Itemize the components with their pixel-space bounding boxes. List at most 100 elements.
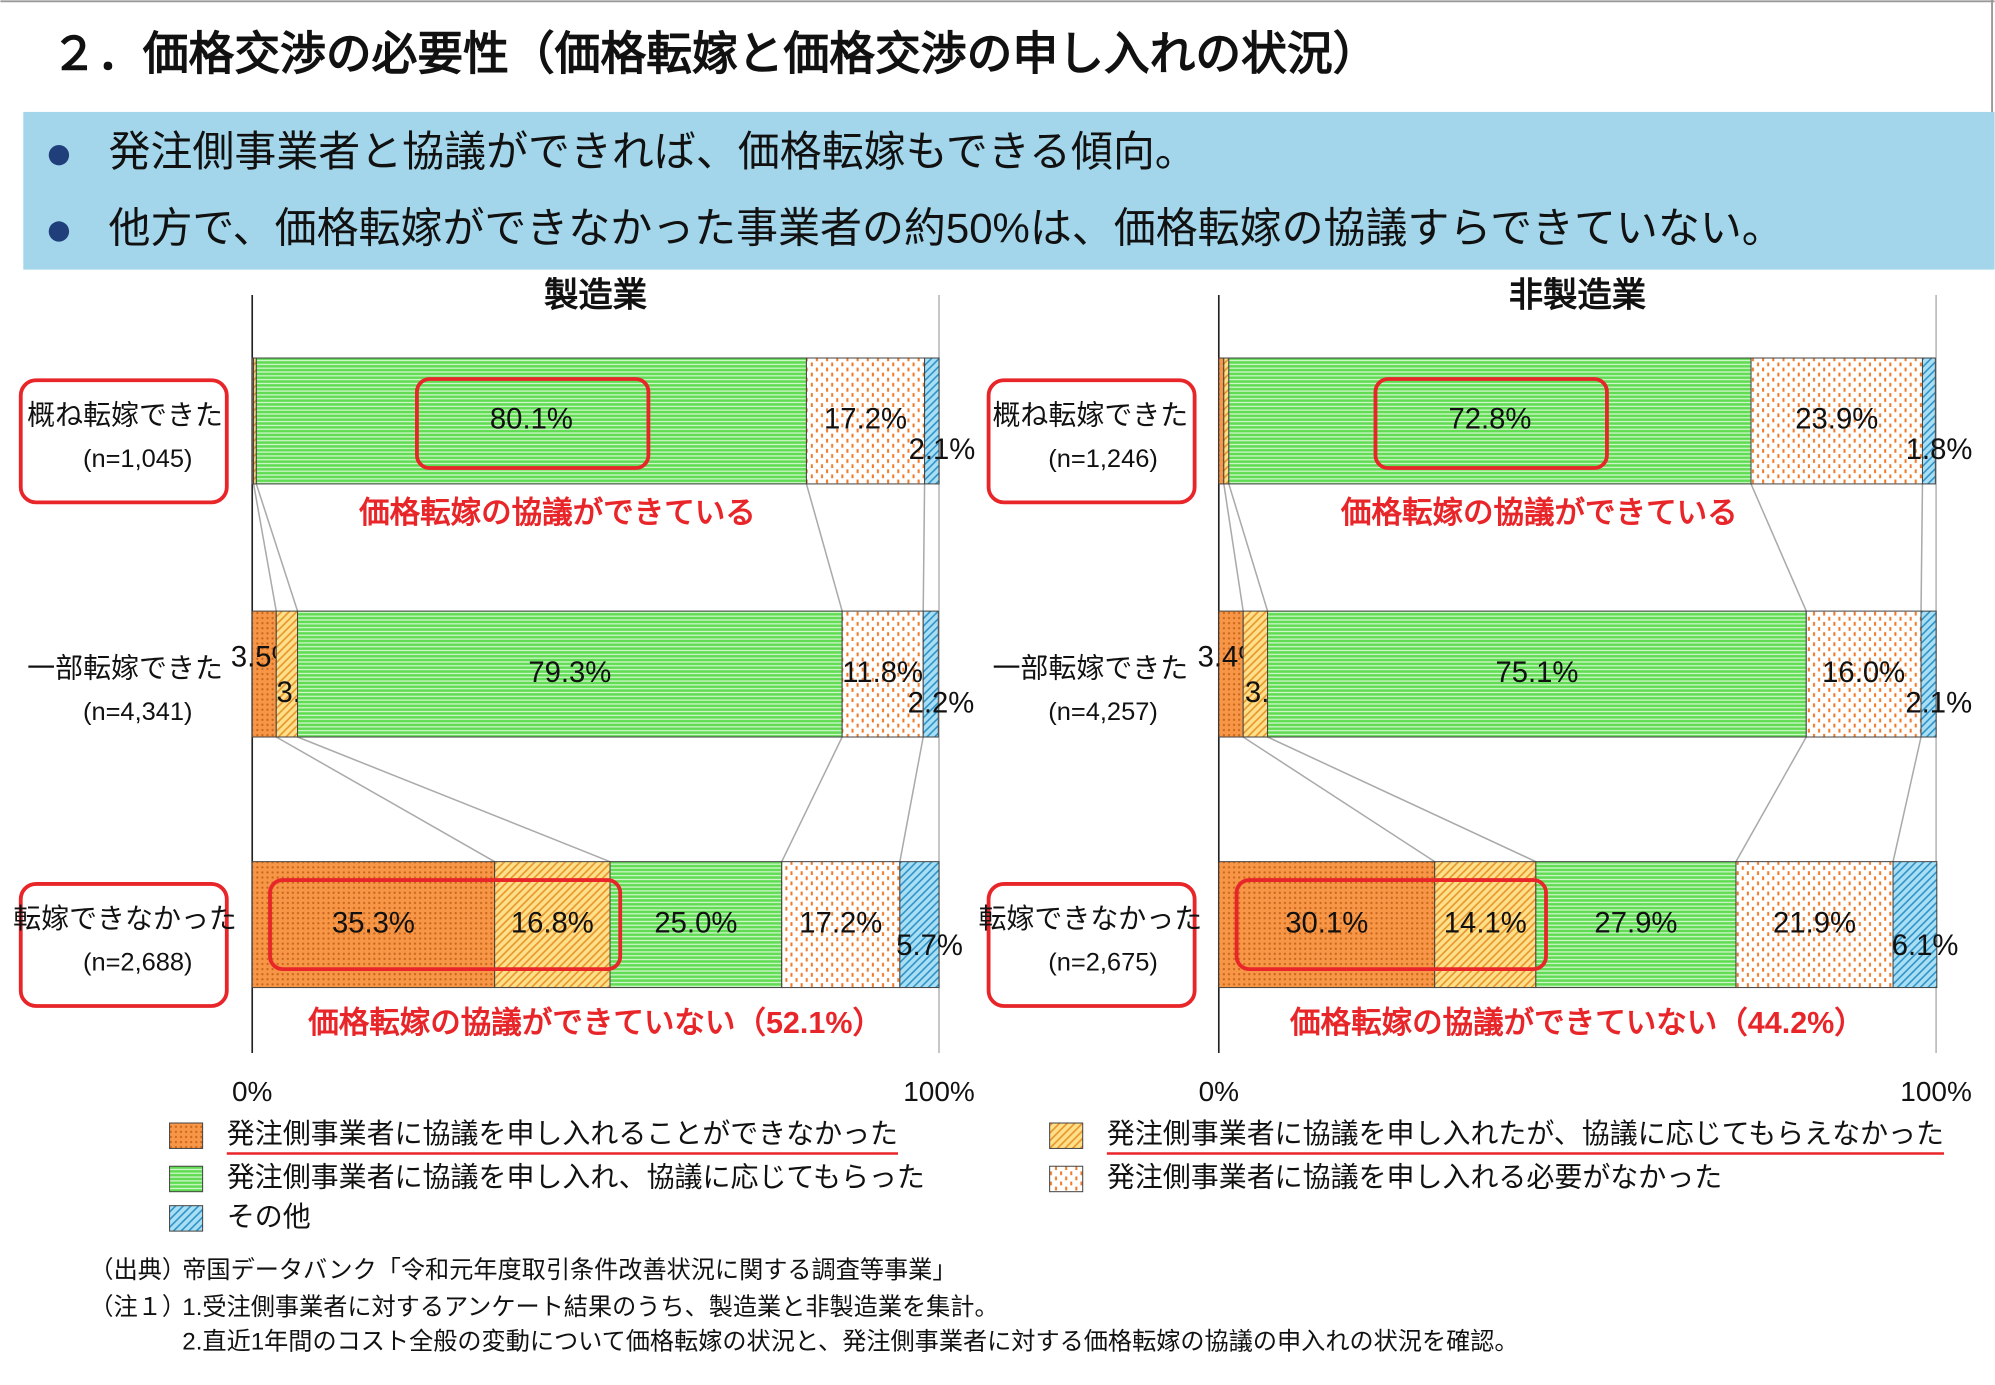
annotation: 価格転嫁の協議ができていない（52.1%） — [307, 1005, 883, 1040]
chart-title: 非製造業 — [1509, 277, 1647, 315]
source-label: （出典） — [89, 1257, 186, 1284]
bullet-dot — [48, 144, 70, 166]
summary-banner — [23, 111, 1995, 270]
legend-label: 発注側事業者に協議を申し入れ、協議に応じてもらった — [227, 1161, 925, 1192]
connector-line — [255, 483, 299, 612]
x-tick-label: 100% — [1900, 1076, 1972, 1107]
note-label: （注１） — [89, 1294, 186, 1321]
bar-segment — [1223, 357, 1230, 485]
legend-swatch — [1049, 1122, 1084, 1149]
category-label: 一部転嫁できた — [27, 653, 223, 684]
connector-line — [922, 483, 926, 612]
bar-segment — [1218, 357, 1225, 485]
connector-line — [1223, 483, 1244, 612]
connector-line — [1920, 483, 1924, 612]
connector-line — [1892, 736, 1922, 862]
connector-line — [805, 483, 843, 612]
chart-title: 製造業 — [544, 277, 648, 315]
legend-swatch — [169, 1122, 204, 1149]
value-highlight — [415, 377, 651, 470]
category-highlight — [986, 378, 1197, 505]
value-label: 25.0% — [654, 907, 737, 939]
connector-line — [1242, 736, 1436, 863]
x-tick-label: 0% — [232, 1076, 272, 1107]
value-label: 35.3% — [332, 907, 415, 939]
legend-swatch — [169, 1205, 204, 1232]
connector-line — [899, 736, 924, 862]
sample-size: (n=2,675) — [1048, 949, 1158, 977]
bar-segment — [922, 610, 939, 738]
legend-swatch — [169, 1165, 204, 1193]
bullet-dot — [48, 221, 70, 242]
value-label: 17.2% — [799, 907, 882, 939]
legend-label: その他 — [227, 1201, 311, 1232]
value-label: 75.1% — [1495, 657, 1578, 689]
category-highlight — [18, 881, 229, 1008]
value-label: 6.1% — [1892, 930, 1959, 962]
category-label: 概ね転嫁できた — [992, 400, 1188, 431]
value-label: 30.1% — [1285, 907, 1368, 939]
category-highlight — [18, 378, 229, 505]
value-label: 14.1% — [1444, 907, 1527, 939]
category-label: 一部転嫁できた — [992, 653, 1188, 684]
legend-label: 発注側事業者に協議を申し入れたが、協議に応じてもらえなかった — [1107, 1118, 1944, 1149]
connector-line — [1228, 483, 1269, 612]
value-label: 2.2% — [908, 687, 975, 719]
bar-segment — [805, 357, 926, 485]
bar-segment — [251, 861, 496, 989]
legend-label: 発注側事業者に協議を申し入れることができなかった — [227, 1118, 898, 1149]
legend-label: 発注側事業者に協議を申し入れる必要がなかった — [1107, 1161, 1722, 1192]
connector-line — [252, 483, 278, 612]
sample-size: (n=1,246) — [1048, 445, 1158, 473]
bar-segment — [1242, 610, 1269, 738]
bar-segment — [251, 610, 277, 738]
note-text: 1.受注側事業者に対するアンケート結果のうち、製造業と非製造業を集計。 — [182, 1294, 998, 1321]
x-tick-label: 100% — [903, 1076, 975, 1107]
bullet-text: 発注側事業者と協議ができれば、価格転嫁もできる傾向。 — [109, 128, 1197, 175]
bar-segment — [924, 357, 940, 485]
bar-segment — [609, 861, 783, 989]
bullet-text: 他方で、価格転嫁ができなかった事業者の約50%は、価格転嫁の協議すらできていない… — [109, 205, 1784, 252]
value-label: 27.9% — [1594, 907, 1677, 939]
bar-segment — [781, 861, 901, 989]
category-label: 転嫁できなかった — [13, 903, 237, 934]
value-label: 2.1% — [909, 434, 976, 466]
value-label: 79.3% — [528, 657, 611, 689]
value-label: 16.8% — [511, 907, 594, 939]
note-text: 2.直近1年間のコスト全般の変動について価格転嫁の状況と、発注側事業者に対する価… — [182, 1328, 1518, 1355]
bar-segment — [1750, 357, 1923, 485]
category-highlight — [986, 881, 1197, 1008]
bar-segment — [1218, 610, 1244, 738]
bar-segment — [1735, 861, 1894, 989]
connector-line — [781, 736, 843, 862]
annotation: 価格転嫁の協議ができている — [358, 495, 756, 530]
legend-swatch — [1049, 1165, 1084, 1193]
annotation: 価格転嫁の協議ができている — [1340, 495, 1738, 530]
source-text: 帝国データバンク「令和元年度取引条件改善状況に関する調査等事業」 — [182, 1257, 956, 1284]
bar-segment — [275, 610, 299, 738]
sample-size: (n=1,045) — [83, 445, 193, 473]
annotation: 価格転嫁の協議ができていない（44.2%） — [1289, 1005, 1865, 1040]
bar-segment — [1921, 357, 1936, 485]
category-label: 転嫁できなかった — [978, 903, 1202, 934]
value-label: 2.1% — [1905, 687, 1972, 719]
connector-line — [275, 736, 496, 863]
value-label: 72.8% — [1448, 404, 1531, 436]
value-label: 21.9% — [1773, 907, 1856, 939]
bar-segment — [899, 861, 940, 989]
connector-line — [1750, 483, 1807, 612]
connector-line — [1267, 736, 1537, 863]
value-label: 80.1% — [490, 404, 573, 436]
value-label: 23.9% — [1795, 404, 1878, 436]
connector-line — [1735, 736, 1807, 863]
bar-segment — [841, 610, 924, 738]
value-label: 1.8% — [1906, 434, 1973, 466]
value-label: 11.8% — [842, 657, 923, 689]
value-highlight — [1234, 878, 1548, 972]
value-highlight — [268, 878, 623, 972]
bar-segment — [1535, 861, 1737, 989]
x-tick-label: 0% — [1199, 1076, 1239, 1107]
bar-segment — [1892, 861, 1938, 989]
slide-title: ２．価格交渉の必要性（価格転嫁と価格交渉の申し入れの状況） — [51, 28, 1378, 79]
